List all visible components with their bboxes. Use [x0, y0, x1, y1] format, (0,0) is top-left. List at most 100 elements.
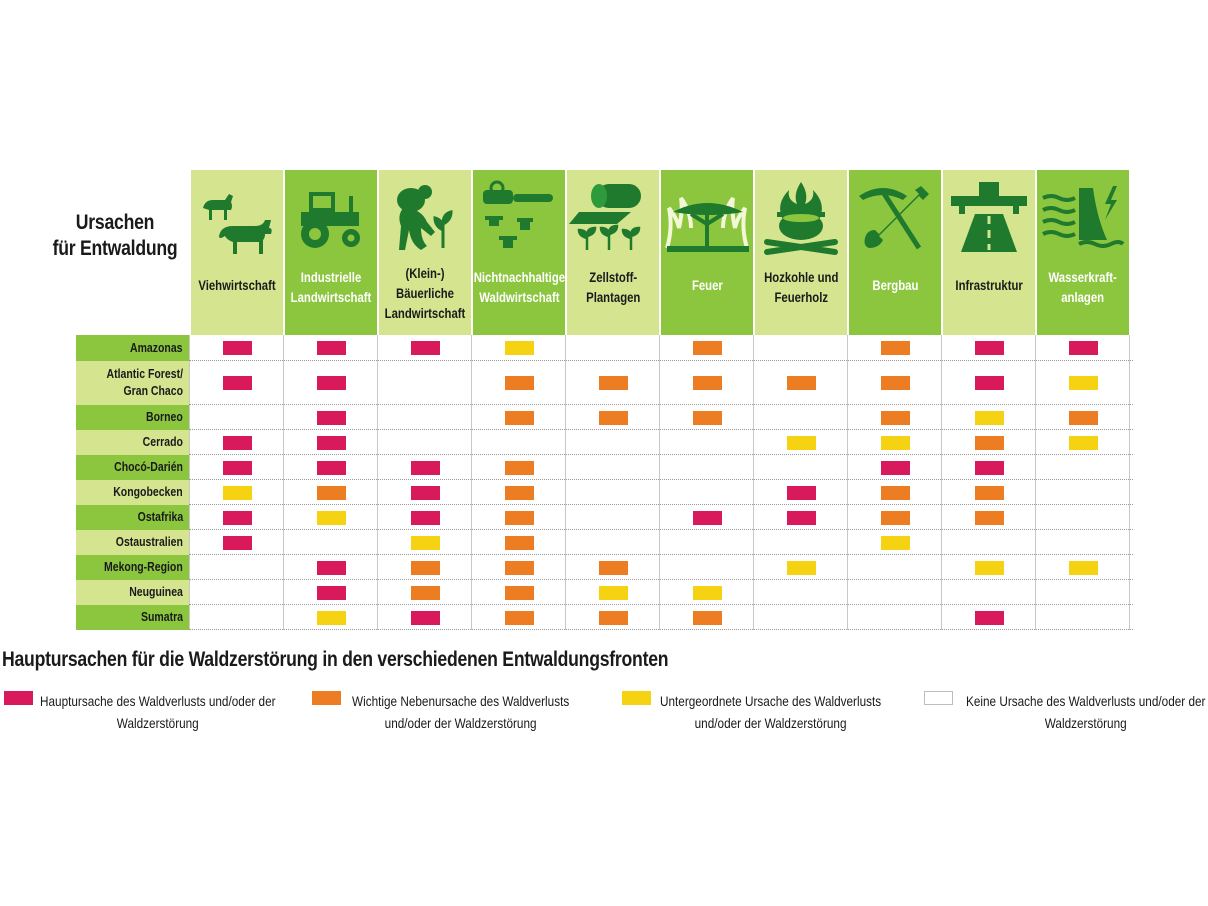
fire-tree-icon — [665, 196, 749, 252]
paper-roll-icon — [569, 184, 641, 250]
row-label-text: Borneo — [146, 409, 183, 426]
row-label-text: Atlantic Forest/Gran Chaco — [107, 366, 183, 400]
row-label-line: Mekong-Region — [104, 560, 183, 574]
column-label: Bergbau — [872, 276, 918, 296]
column-header: Wasserkraft-anlagen — [1037, 170, 1129, 335]
cause-marker-haupt — [316, 341, 346, 355]
cause-marker-neben — [974, 485, 1004, 500]
cause-marker-haupt — [316, 410, 346, 425]
cause-marker-unter — [504, 341, 534, 355]
column-separator — [1035, 335, 1036, 630]
column-label: Nichtnachhaltige Waldwirtschaft — [473, 268, 564, 308]
cause-marker-haupt — [222, 435, 252, 450]
cause-marker-haupt — [222, 341, 252, 355]
row-divider — [189, 479, 1133, 480]
cause-marker-haupt — [222, 535, 252, 550]
row-label-text: Amazonas — [130, 340, 183, 357]
row-label-text: Chocó-Darién — [114, 459, 183, 476]
row-label: Ostafrika — [76, 505, 189, 530]
cause-marker-neben — [504, 535, 534, 550]
column-label-line: Hozkohle und — [763, 270, 839, 285]
row-label-line: Amazonas — [130, 340, 183, 355]
row-label-text: Sumatra — [141, 609, 183, 626]
cause-marker-haupt — [222, 376, 252, 390]
cause-marker-neben — [786, 376, 816, 390]
column-label-line: Plantagen — [585, 290, 641, 305]
column-label-line: Wasserkraft- — [1048, 270, 1118, 285]
pick-shovel-icon — [859, 186, 929, 250]
cause-marker-haupt — [410, 485, 440, 500]
column-separator — [565, 335, 566, 630]
column-separator — [847, 335, 848, 630]
row-label-line: Kongobecken — [113, 485, 183, 499]
row-label-line: Sumatra — [140, 610, 183, 624]
legend-label-line: Keine Ursache des Waldverlusts und/oder … — [966, 693, 1206, 709]
cause-marker-neben — [504, 485, 534, 500]
column-header: (Klein-) Bäuerliche Landwirtschaft — [379, 170, 471, 335]
row-label-text: Ostaustralien — [116, 534, 183, 551]
cause-marker-haupt — [692, 510, 722, 525]
cause-marker-neben — [692, 341, 722, 355]
row-label: Sumatra — [76, 605, 189, 630]
column-label-line: Feuerholz — [774, 290, 828, 305]
row-label-line: Neuguinea — [129, 585, 183, 599]
cause-marker-unter — [222, 485, 252, 500]
column-label-line: Waldwirtschaft — [478, 290, 560, 305]
cause-marker-unter — [974, 560, 1004, 575]
column-header: Industrielle Landwirtschaft — [285, 170, 377, 335]
column-header: Zellstoff- Plantagen — [567, 170, 659, 335]
cause-marker-unter — [598, 585, 628, 600]
cause-marker-neben — [974, 435, 1004, 450]
row-label-text: Mekong-Region — [104, 559, 183, 576]
cause-marker-unter — [316, 610, 346, 625]
legend-swatch-unter — [622, 691, 651, 705]
legend-label-line: Untergeordnete Ursache des Waldverlusts — [660, 693, 882, 709]
row-label-line: Cerrado — [142, 435, 183, 449]
column-label-line: Landwirtschaft — [290, 290, 372, 305]
farmer-icon — [397, 185, 453, 250]
row-label-line: Ostafrika — [137, 510, 183, 524]
cause-marker-neben — [598, 376, 628, 390]
column-label-line: Nichtnachhaltige — [473, 270, 565, 285]
column-header: Nichtnachhaltige Waldwirtschaft — [473, 170, 565, 335]
cause-marker-neben — [504, 376, 534, 390]
row-divider — [189, 604, 1133, 605]
cause-marker-neben — [880, 485, 910, 500]
cause-marker-haupt — [410, 510, 440, 525]
row-label-line: Chocó-Darién — [114, 460, 183, 474]
row-label-line: Ostaustralien — [115, 535, 183, 549]
cause-marker-neben — [504, 410, 534, 425]
legend-label: Keine Ursache des Waldverlusts und/oder … — [966, 690, 1205, 734]
cause-marker-haupt — [316, 435, 346, 450]
cause-marker-haupt — [222, 460, 252, 475]
column-separator — [659, 335, 660, 630]
cause-marker-neben — [880, 410, 910, 425]
cause-marker-neben — [692, 410, 722, 425]
row-label: Borneo — [76, 405, 189, 430]
cause-marker-neben — [1068, 410, 1098, 425]
cause-marker-unter — [1068, 376, 1098, 390]
cause-marker-unter — [880, 435, 910, 450]
cause-marker-haupt — [316, 460, 346, 475]
cause-marker-haupt — [410, 610, 440, 625]
cause-marker-neben — [504, 510, 534, 525]
cause-marker-unter — [692, 585, 722, 600]
cause-marker-haupt — [786, 485, 816, 500]
cause-marker-haupt — [410, 341, 440, 355]
row-label-line: Gran Chaco — [123, 384, 183, 398]
chart-subtitle: Hauptursachen für die Waldzerstörung in … — [2, 648, 669, 671]
row-label: Amazonas — [76, 335, 189, 361]
row-label: Kongobecken — [76, 480, 189, 505]
row-label-line: Atlantic Forest/ — [106, 367, 183, 381]
column-label: Wasserkraft-anlagen — [1049, 268, 1117, 308]
chart-title: Ursachen für Entwaldung — [52, 210, 178, 262]
column-label: Industrielle Landwirtschaft — [291, 268, 372, 308]
cause-marker-haupt — [316, 560, 346, 575]
column-header: Bergbau — [849, 170, 941, 335]
row-label: Neuguinea — [76, 580, 189, 605]
cause-marker-neben — [974, 510, 1004, 525]
legend-label: Untergeordnete Ursache des Waldverlusts u… — [660, 690, 881, 734]
cause-marker-neben — [410, 560, 440, 575]
column-label: Feuer — [692, 276, 723, 296]
cause-marker-unter — [1068, 435, 1098, 450]
